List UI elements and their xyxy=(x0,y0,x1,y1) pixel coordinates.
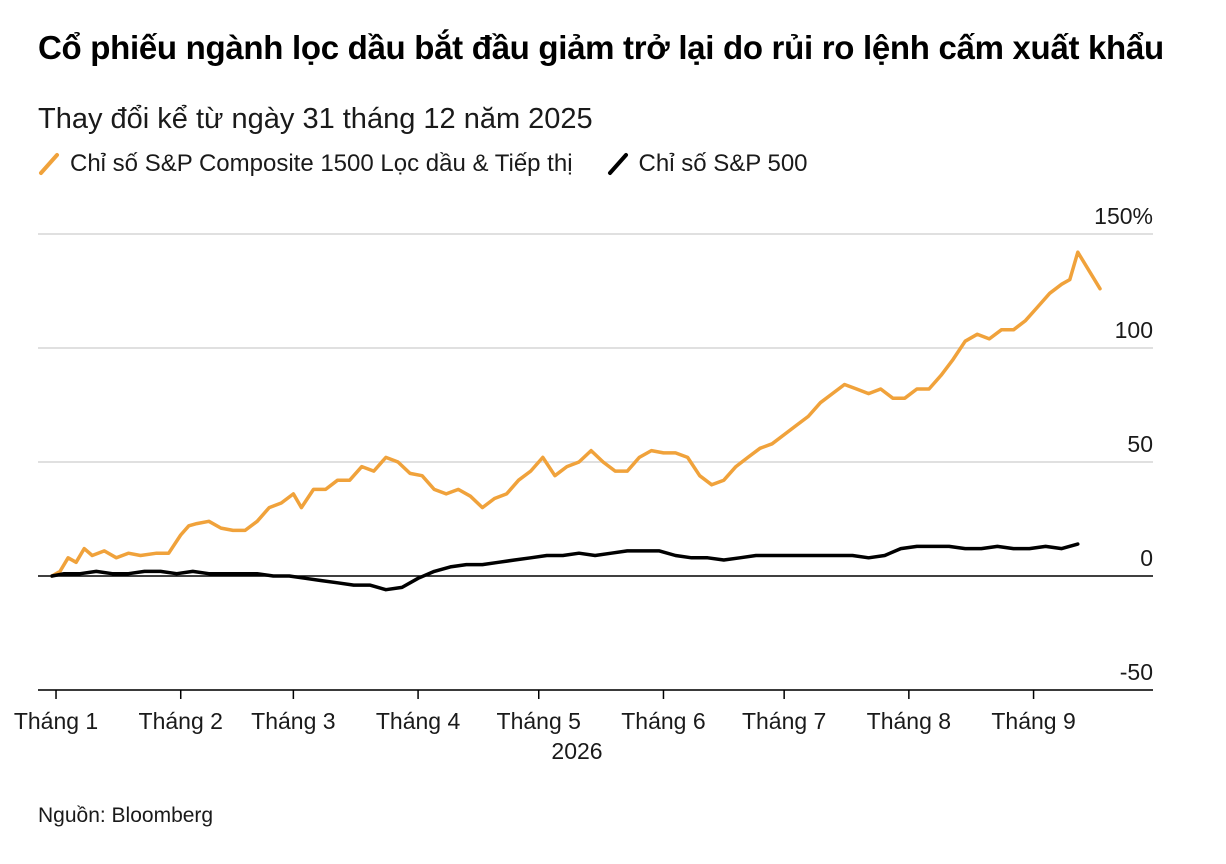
legend-label-refining: Chỉ số S&P Composite 1500 Lọc dầu & Tiếp… xyxy=(70,150,573,177)
y-tick-label: -50 xyxy=(1120,659,1153,685)
x-axis-label: 2026 xyxy=(551,738,602,764)
x-axis: Tháng 1 Tháng 2 Tháng 3 Tháng 4 Tháng 5 Tháng… xyxy=(14,689,1153,764)
x-tick-label: Tháng 6 xyxy=(621,708,705,734)
x-tick-label: Tháng 8 xyxy=(867,708,951,734)
y-axis-labels: 150% 100 50 0 -50 xyxy=(1094,203,1153,685)
legend: Chỉ số S&P Composite 1500 Lọc dầu & Tiếp… xyxy=(38,150,842,178)
series-lines xyxy=(50,250,1102,592)
chart-subtitle: Thay đổi kể từ ngày 31 tháng 12 năm 2025 xyxy=(38,103,593,135)
legend-item-sp500: Chỉ số S&P 500 xyxy=(607,150,808,178)
x-tick-label: Tháng 4 xyxy=(376,708,461,734)
legend-item-refining: Chỉ số S&P Composite 1500 Lọc dầu & Tiếp… xyxy=(38,150,573,178)
y-tick-label: 0 xyxy=(1140,545,1153,571)
y-tick-label: 50 xyxy=(1127,431,1153,457)
x-tick-label: Tháng 2 xyxy=(139,708,223,734)
x-tick-label: Tháng 3 xyxy=(251,708,335,734)
chart-title: Cổ phiếu ngành lọc dầu bắt đầu giảm trở … xyxy=(38,29,1164,66)
legend-swatch-refining xyxy=(39,153,59,175)
source-note: Nguồn: Bloomberg xyxy=(38,804,214,827)
x-tick-label: Tháng 9 xyxy=(991,708,1075,734)
y-tick-label: 150% xyxy=(1094,203,1153,229)
series-line-sp500 xyxy=(50,542,1080,592)
legend-swatch-sp500 xyxy=(607,153,628,175)
gridlines xyxy=(38,233,1153,691)
series-line-refining xyxy=(50,250,1102,578)
y-tick-label: 100 xyxy=(1115,317,1153,343)
x-tick-label: Tháng 5 xyxy=(497,708,581,734)
legend-label-sp500: Chỉ số S&P 500 xyxy=(638,150,808,177)
x-tick-label: Tháng 1 xyxy=(14,708,98,734)
x-tick-label: Tháng 7 xyxy=(742,708,826,734)
